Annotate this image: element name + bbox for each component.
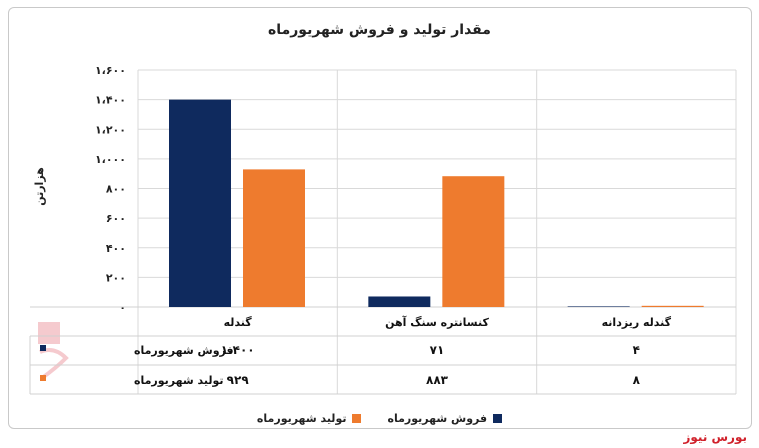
- y-tick-label: ۲۰۰: [106, 271, 126, 284]
- watermark-logo: [38, 322, 69, 380]
- x-tick-label: کنسانتره سنگ آهن: [385, 315, 489, 329]
- table-swatch: [40, 375, 46, 381]
- table-swatch: [40, 345, 46, 351]
- bar-sales: [567, 306, 630, 307]
- legend-label-sales: فروش شهریورماه: [387, 412, 488, 425]
- brand-label: بورس نیوز: [683, 430, 747, 444]
- chart-legend: فروش شهریورماه تولید شهریورماه: [0, 412, 759, 425]
- y-tick-label: ۱،۰۰۰: [95, 153, 126, 166]
- data-label: ۹۲۹: [227, 373, 250, 387]
- data-label: ۸: [633, 373, 641, 387]
- table-row-label: فروش شهریورماه: [134, 344, 234, 357]
- legend-item-sales: فروش شهریورماه: [387, 412, 503, 425]
- chart-title: مقدار تولید و فروش شهریورماه: [268, 22, 491, 38]
- bar-production: [442, 176, 505, 307]
- x-tick-label: گندله ریزدانه: [602, 316, 672, 329]
- bar-sales: [169, 99, 231, 307]
- legend-swatch-production: [352, 414, 362, 423]
- x-tick-label: گندله: [224, 316, 253, 329]
- y-tick-label: ۸۰۰: [106, 183, 126, 196]
- y-tick-label: ۴۰۰: [106, 242, 126, 255]
- bar-production: [243, 169, 305, 307]
- y-tick-label: ۱،۴۰۰: [95, 94, 126, 107]
- y-tick-label: ۱،۲۰۰: [95, 123, 126, 136]
- data-label: ۱،۴۰۰: [221, 343, 255, 357]
- y-tick-label: ۱،۶۰۰: [95, 64, 126, 77]
- legend-swatch-sales: [493, 414, 503, 423]
- bar-sales: [368, 296, 431, 307]
- y-tick-label: ۶۰۰: [106, 212, 126, 225]
- legend-label-production: تولید شهریورماه: [256, 412, 347, 425]
- data-label: ۴: [633, 343, 640, 357]
- data-label: ۸۸۳: [426, 373, 449, 387]
- data-label: ۷۱: [430, 343, 445, 357]
- bar-production: [641, 305, 704, 307]
- legend-item-production: تولید شهریورماه: [257, 412, 362, 425]
- table-row-label: تولید شهریورماه: [134, 374, 224, 387]
